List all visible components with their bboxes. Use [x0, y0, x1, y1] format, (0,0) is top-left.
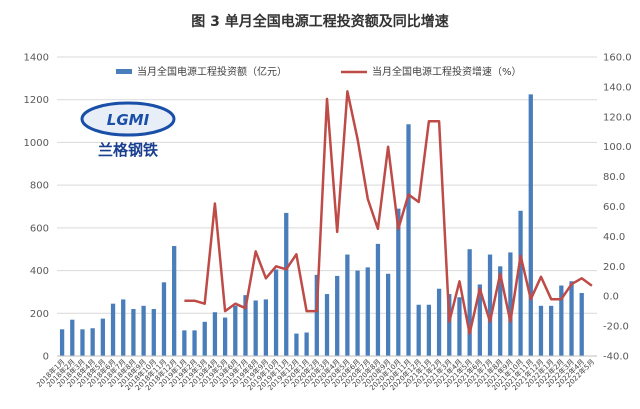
- growth-line: [184, 90, 593, 335]
- bar: [335, 275, 340, 356]
- bar: [559, 285, 564, 356]
- bar: [253, 300, 258, 356]
- y-left-tick-label: 1000: [24, 138, 49, 149]
- bar: [212, 312, 218, 356]
- y-left-tick-label: 600: [30, 223, 49, 234]
- bar: [182, 330, 187, 356]
- y-right-tick-label: 20.0: [603, 262, 625, 273]
- bar: [569, 281, 574, 356]
- bar: [59, 329, 65, 356]
- bar: [345, 254, 350, 356]
- gridlines: [57, 56, 597, 357]
- bar: [314, 274, 319, 356]
- y-right-tick-label: 160.0: [603, 53, 632, 64]
- legend-bar-label: 当月全国电源工程投资额（亿元）: [137, 65, 287, 78]
- legend-line-label: 当月全国电源工程投资增速（%）: [372, 65, 522, 78]
- bar: [355, 270, 360, 356]
- y-left-tick-label: 0: [43, 352, 49, 363]
- chart-title: 图 3 单月全国电源工程投资额及同比增速: [191, 13, 449, 30]
- bar: [436, 288, 442, 356]
- y-right-tick-label: 140.0: [603, 82, 632, 93]
- bar: [579, 292, 584, 356]
- bar: [233, 305, 238, 356]
- bar: [90, 328, 95, 356]
- bar: [172, 246, 177, 356]
- bar: [273, 269, 279, 356]
- y-right-tick-label: 60.0: [603, 202, 625, 213]
- legend-bar-swatch: [116, 69, 132, 74]
- y-right-tick-label: -40.0: [603, 352, 629, 363]
- bar: [80, 329, 85, 356]
- y-left-tick-label: 800: [30, 181, 49, 192]
- bar: [528, 94, 533, 356]
- bar: [121, 299, 126, 356]
- bar: [467, 249, 472, 356]
- bar: [192, 330, 197, 356]
- bar: [263, 299, 269, 356]
- y-left-tick-label: 200: [30, 309, 49, 320]
- bar: [375, 243, 381, 356]
- bar: [385, 273, 391, 356]
- y-left-tick-label: 1200: [24, 95, 49, 106]
- y-left-tick-label: 1400: [24, 53, 49, 64]
- y-left-tick-label: 400: [30, 266, 49, 277]
- bar: [365, 267, 370, 356]
- logo-cn-text: 兰格钢铁: [98, 141, 158, 159]
- bar: [477, 284, 482, 356]
- bar: [304, 332, 309, 356]
- axes: 0 200 400 600 800 1000 1200 1400 -40.0 -20.0 0.0 20…: [24, 53, 632, 393]
- bar: [518, 210, 523, 356]
- y-right-tick-label: 120.0: [603, 112, 632, 123]
- bar: [284, 212, 289, 356]
- bar: [508, 252, 513, 356]
- y-right-tick-label: 40.0: [603, 232, 625, 243]
- bar-series: [59, 94, 584, 357]
- bar: [457, 297, 462, 356]
- y-right-tick-label: -20.0: [603, 322, 629, 333]
- bar: [487, 254, 493, 356]
- y-right-tick-label: 0.0: [603, 292, 619, 303]
- line-series: [184, 90, 593, 335]
- bar: [549, 305, 554, 356]
- bar: [396, 208, 401, 356]
- logo-text: LGMI: [107, 111, 150, 129]
- bar: [243, 295, 248, 356]
- bar: [538, 305, 544, 356]
- bar: [324, 294, 330, 356]
- bar: [294, 333, 299, 356]
- y-right-tick-label: 100.0: [603, 142, 632, 153]
- bar: [406, 124, 411, 357]
- bar: [131, 309, 136, 356]
- bar: [100, 318, 105, 356]
- y-right-tick-label: 80.0: [603, 172, 625, 183]
- legend: 当月全国电源工程投资额（亿元） 当月全国电源工程投资增速（%）: [116, 65, 522, 78]
- bar: [70, 319, 75, 356]
- bar: [151, 309, 156, 356]
- bar: [426, 304, 432, 356]
- bar: [416, 304, 421, 356]
- bar: [141, 305, 146, 356]
- bar: [202, 321, 207, 356]
- bar: [161, 282, 167, 356]
- logo-ellipse: [80, 101, 176, 137]
- bar: [110, 303, 116, 356]
- watermark-logo: LGMI 兰格钢铁: [80, 101, 176, 159]
- bar: [222, 317, 228, 356]
- bar: [498, 266, 503, 356]
- bar: [447, 294, 452, 356]
